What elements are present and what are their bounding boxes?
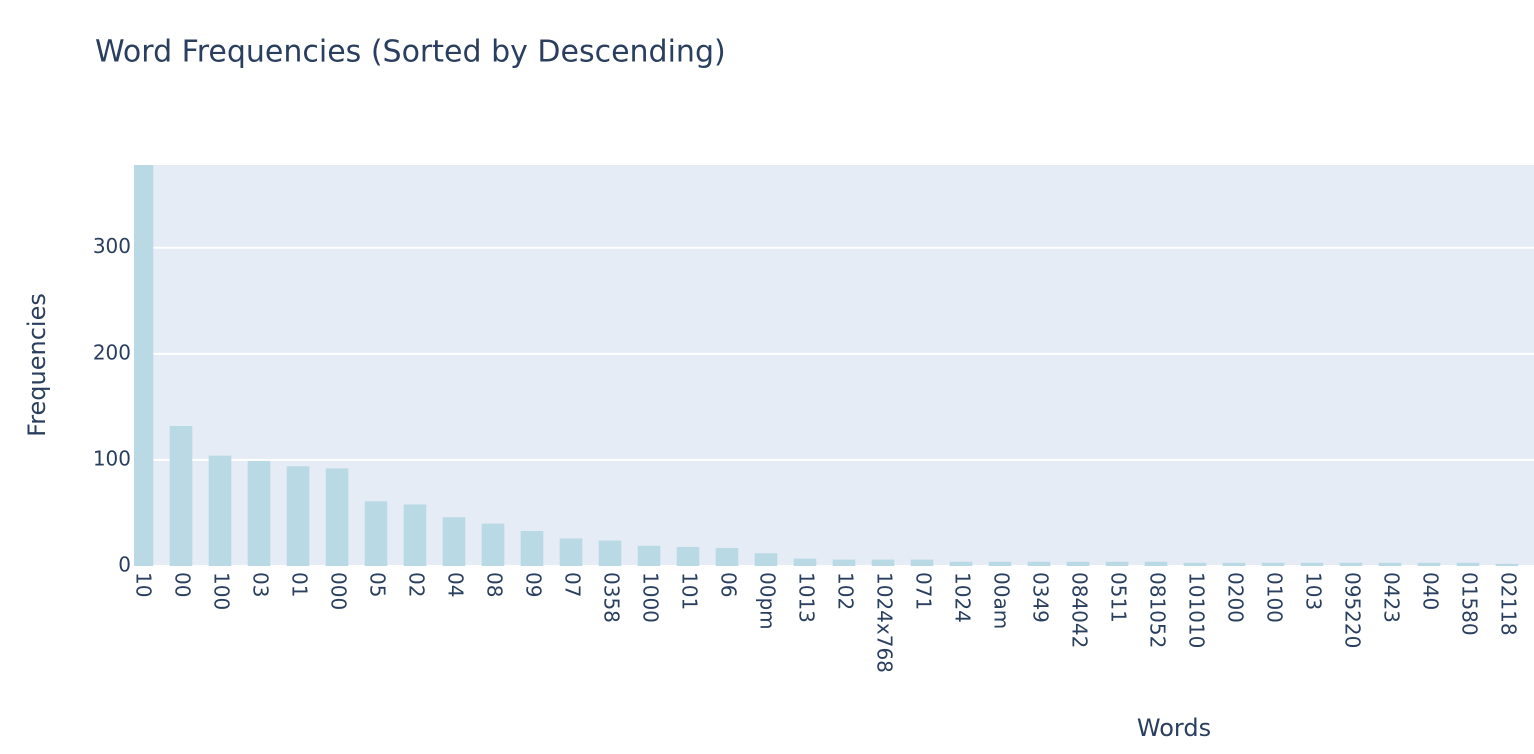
x-tick-label: 0423: [1380, 572, 1404, 623]
bar: [988, 561, 1012, 566]
bars: [134, 165, 1519, 567]
x-tick-label: 0200: [1224, 572, 1248, 623]
bar: [1105, 561, 1129, 566]
x-tick-label: 09: [522, 572, 546, 597]
x-tick-label: 10: [132, 572, 156, 597]
x-tick-label: 071: [912, 572, 936, 610]
bar: [247, 460, 271, 566]
bar: [1183, 562, 1207, 566]
x-tick-label: 00pm: [756, 572, 780, 630]
x-tick-label: 01580: [1458, 572, 1482, 636]
x-tick-label: 02: [405, 572, 429, 597]
bar: [325, 468, 349, 566]
x-tick-label: 040: [1419, 572, 1443, 610]
bar: [1027, 561, 1051, 566]
x-tick-label: 101: [678, 572, 702, 610]
bar: [832, 559, 856, 566]
bar: [1261, 562, 1285, 566]
bar: [1495, 563, 1519, 566]
bar: [598, 540, 622, 566]
bar: [286, 466, 310, 566]
bar: [871, 559, 895, 566]
x-tick-label: 03: [249, 572, 273, 597]
bar: [208, 455, 232, 566]
bar: [1378, 562, 1402, 566]
chart-title: Word Frequencies (Sorted by Descending): [95, 35, 726, 70]
x-axis-title: Words: [1137, 714, 1211, 742]
bar: [910, 559, 934, 566]
x-tick-label: 084042: [1068, 572, 1092, 648]
x-tick-label: 0349: [1029, 572, 1053, 623]
x-tick-label: 1013: [795, 572, 819, 623]
x-tick-label: 1024: [951, 572, 975, 623]
bar: [1456, 562, 1480, 566]
x-tick-label: 07: [561, 572, 585, 597]
x-tick-label: 08: [483, 572, 507, 597]
bar: [1300, 562, 1324, 566]
x-tick-label: 101010: [1185, 572, 1209, 648]
plot-area: [134, 165, 1534, 566]
bar: [364, 501, 388, 566]
x-tick-label: 00: [171, 572, 195, 597]
x-tick-label: 103: [1302, 572, 1326, 610]
y-tick-label: 200: [93, 340, 131, 364]
bar: [1417, 562, 1441, 566]
bar: [442, 517, 466, 566]
bar: [715, 547, 739, 566]
y-tick-label: 300: [93, 234, 131, 258]
y-tick-label: 100: [93, 446, 131, 470]
bar: [1222, 562, 1246, 566]
bar: [754, 553, 778, 566]
bar: [520, 530, 544, 566]
bar: [1144, 561, 1168, 566]
x-tick-label: 1000: [639, 572, 663, 623]
x-tick-label: 1024x768: [873, 572, 897, 673]
x-tick-label: 06: [717, 572, 741, 597]
bar: [559, 538, 583, 566]
y-axis-title: Frequencies: [23, 293, 51, 437]
x-tick-label: 0100: [1263, 572, 1287, 623]
x-tick-label: 000: [327, 572, 351, 610]
x-tick-label: 00am: [990, 572, 1014, 629]
x-tick-label: 05: [366, 572, 390, 597]
bar: [403, 504, 427, 566]
bar: [1066, 561, 1090, 566]
x-tick-label: 02118: [1497, 572, 1521, 636]
bar: [637, 545, 661, 566]
bar: [481, 523, 505, 566]
x-tick-label: 095220: [1341, 572, 1365, 648]
x-tick-label: 0511: [1107, 572, 1131, 623]
bar: [949, 561, 973, 566]
bar: [676, 546, 700, 566]
bar: [169, 425, 193, 566]
bar: [134, 165, 154, 567]
bar: [793, 558, 817, 566]
x-tick-label: 100: [210, 572, 234, 610]
x-tick-label: 04: [444, 572, 468, 597]
bar: [1339, 562, 1363, 566]
x-tick-label: 0358: [600, 572, 624, 623]
y-tick-label: 0: [118, 553, 131, 577]
x-tick-label: 081052: [1146, 572, 1170, 648]
x-tick-label: 01: [288, 572, 312, 597]
x-tick-label: 102: [834, 572, 858, 610]
